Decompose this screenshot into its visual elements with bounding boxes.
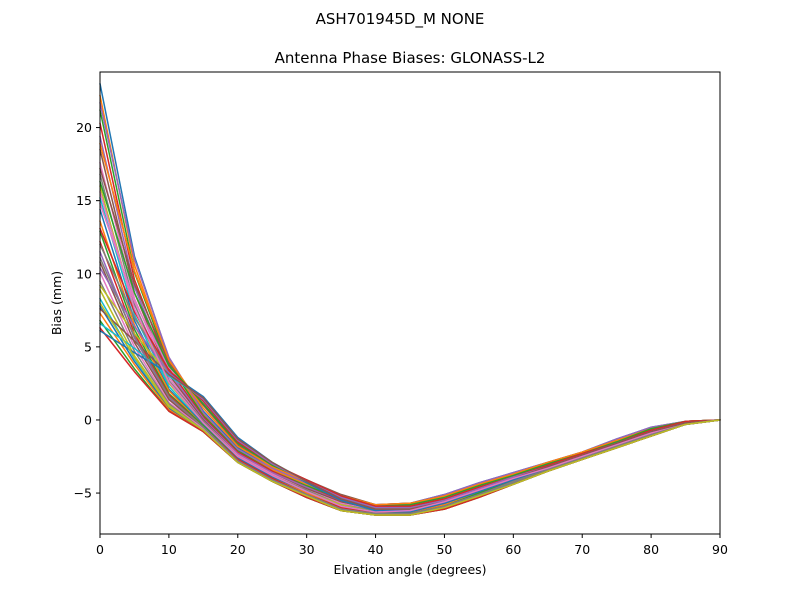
series-line [99, 267, 721, 509]
plot-series-group [99, 82, 721, 516]
series-line [99, 167, 721, 506]
series-line [99, 109, 721, 507]
y-tick-label: 5 [84, 339, 92, 354]
series-line [99, 202, 721, 507]
x-axis: 0 10 20 30 40 50 60 70 80 90 [96, 534, 728, 557]
series-line [99, 173, 721, 512]
series-line [99, 308, 721, 510]
x-tick-label: 90 [712, 542, 728, 557]
x-tick-label: 80 [643, 542, 659, 557]
x-tick-label: 0 [96, 542, 104, 557]
y-tick-label: 20 [76, 120, 92, 135]
y-tick-label: 0 [84, 412, 92, 427]
series-line [99, 220, 721, 515]
series-line [99, 251, 721, 516]
series-line [99, 227, 721, 507]
x-tick-label: 70 [574, 542, 590, 557]
x-tick-label: 30 [299, 542, 315, 557]
x-tick-label: 10 [161, 542, 177, 557]
y-axis-label: Bias (mm) [49, 271, 64, 335]
y-axis: −5 0 5 10 15 20 [74, 120, 100, 501]
series-line [99, 256, 721, 515]
x-axis-label: Elvation angle (degrees) [333, 562, 486, 577]
x-tick-label: 60 [505, 542, 521, 557]
series-line [99, 148, 721, 510]
series-line [99, 208, 721, 513]
series-line [99, 135, 721, 510]
y-tick-label: 15 [76, 193, 92, 208]
series-line [99, 240, 721, 515]
series-line [99, 230, 721, 515]
x-tick-label: 20 [230, 542, 246, 557]
chart-suptitle: ASH701945D_M NONE [316, 10, 485, 29]
x-tick-label: 40 [368, 542, 384, 557]
series-line [99, 302, 721, 516]
y-tick-label: 10 [76, 266, 92, 281]
series-line [99, 142, 721, 506]
x-tick-label: 50 [436, 542, 452, 557]
chart-title: Antenna Phase Biases: GLONASS-L2 [275, 49, 546, 67]
series-line [99, 161, 721, 512]
series-line [99, 180, 721, 507]
series-line [99, 122, 721, 509]
series-line [99, 191, 721, 513]
y-tick-label: −5 [74, 486, 92, 501]
series-line [99, 185, 721, 513]
series-line [99, 196, 721, 513]
series-line [99, 261, 721, 516]
series-line [99, 243, 721, 507]
axes-frame [99, 71, 721, 535]
